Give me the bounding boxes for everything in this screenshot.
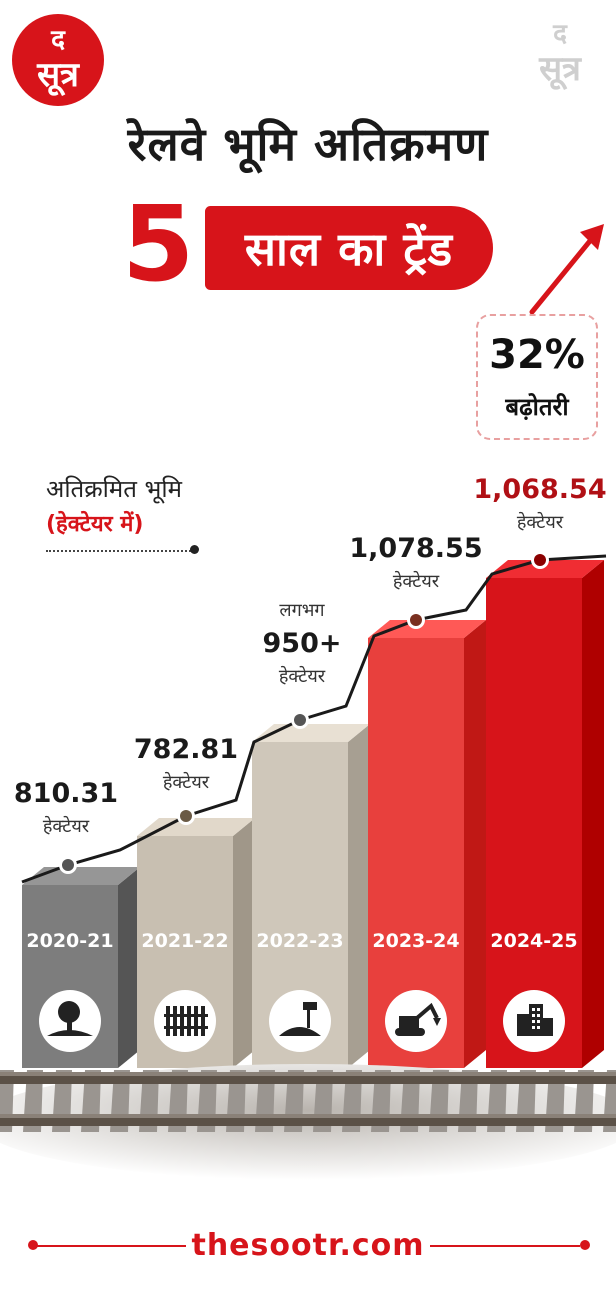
bar-2022-23 <box>252 724 370 1068</box>
value-label-2024-25: 1,068.54 <box>473 474 607 505</box>
value-label-2023-24: 1,078.55 <box>349 533 483 564</box>
year-label-2024-25: 2024-25 <box>490 930 578 952</box>
tree-icon <box>39 990 101 1052</box>
logo-line2: सूत्र <box>37 55 79 95</box>
railway-track <box>0 1064 616 1180</box>
brand-logo: द सूत्र <box>12 14 104 106</box>
value-label-2022-23: 950+ <box>262 628 342 659</box>
unit-label-2021-22: हेक्टेयर <box>162 772 210 793</box>
legend-divider <box>46 550 194 552</box>
value-label-2021-22: 782.81 <box>133 734 239 765</box>
year-label-2023-24: 2023-24 <box>372 930 460 952</box>
buildings-icon <box>503 990 565 1052</box>
year-label-2022-23: 2022-23 <box>256 930 344 952</box>
legend-title: अतिक्रमित भूमि <box>46 475 182 503</box>
legend-unit: (हेक्टेयर में) <box>46 512 144 537</box>
unit-label-2022-23: हेक्टेयर <box>278 666 326 687</box>
legend-dot <box>190 545 199 554</box>
unit-label-2024-25: हेक्टेयर <box>516 512 564 533</box>
watermark-line1: द <box>553 19 567 49</box>
year-label-2020-21: 2020-21 <box>26 930 114 952</box>
growth-percent: 32% <box>489 332 585 378</box>
footer-line-left <box>36 1245 186 1247</box>
footer-dot-left <box>28 1240 38 1250</box>
growth-badge: 32% बढ़ोतरी <box>476 314 598 440</box>
watermark-line2: सूत्र <box>539 49 581 89</box>
fence-icon <box>154 990 216 1052</box>
year-label-2021-22: 2021-22 <box>141 930 229 952</box>
footer-line-right <box>430 1245 580 1247</box>
land-signpost-icon <box>269 990 331 1052</box>
trend-arrow-icon <box>529 224 604 315</box>
logo-line1: द <box>51 25 65 55</box>
trend-line <box>21 554 607 884</box>
title-pill: साल का ट्रेंड <box>205 206 493 290</box>
excavator-icon <box>385 990 447 1052</box>
growth-label: बढ़ोतरी <box>505 393 569 421</box>
bar-2024-25 <box>486 560 604 1068</box>
website-link[interactable]: thesootr.com <box>191 1228 425 1263</box>
value-label-2020-21: 810.31 <box>13 778 119 809</box>
title-number: 5 <box>122 183 195 305</box>
unit-label-2020-21: हेक्टेयर <box>42 816 90 837</box>
footer-dot-right <box>580 1240 590 1250</box>
watermark-logo: द सूत्र <box>522 12 598 102</box>
value-prefix-2022-23: लगभग <box>279 600 325 621</box>
page-title: रेलवे भूमि अतिक्रमण <box>127 117 489 171</box>
unit-label-2023-24: हेक्टेयर <box>392 571 440 592</box>
